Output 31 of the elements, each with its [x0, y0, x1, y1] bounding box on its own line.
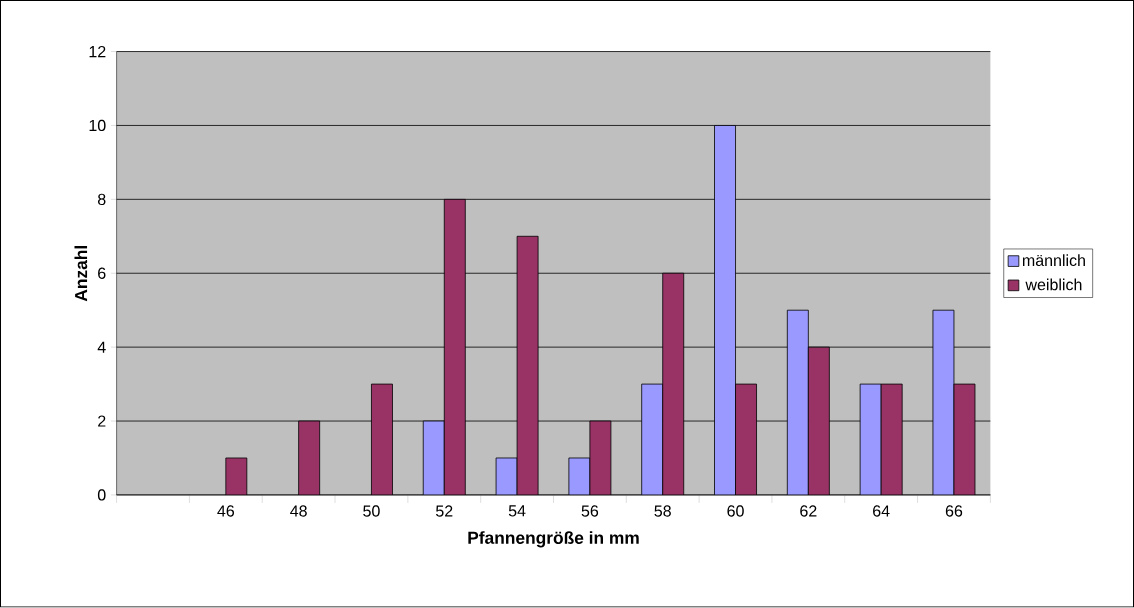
- bar: [807, 346, 830, 496]
- y-tick-label: 10: [89, 120, 106, 132]
- y-tick-label: 12: [89, 46, 106, 58]
- y-axis-title: Anzahl: [74, 246, 88, 302]
- x-tick-label: 48: [290, 505, 307, 517]
- y-tick-label: 0: [97, 489, 106, 501]
- y-tick-label: 2: [98, 415, 106, 427]
- bar: [880, 383, 903, 496]
- x-tick-label: 62: [800, 505, 817, 517]
- x-tick-label: 54: [508, 505, 526, 517]
- y-tick-label: 8: [97, 193, 106, 206]
- bar: [516, 236, 539, 496]
- x-tick-label: 64: [873, 505, 890, 517]
- legend-label: weiblich: [1025, 278, 1082, 291]
- x-tick-label: 66: [945, 505, 963, 517]
- x-tick-label: 50: [363, 505, 380, 517]
- x-tick-label: 60: [727, 505, 744, 517]
- legend-label: männlich: [1022, 254, 1085, 267]
- y-tick-label: 4: [97, 341, 106, 353]
- x-tick-label: 46: [217, 505, 235, 517]
- y-tick-label: 6: [98, 267, 106, 280]
- x-axis-title: Pfannengröße in mm: [468, 531, 639, 548]
- x-tick-label: 58: [654, 505, 671, 517]
- bar: [662, 273, 685, 496]
- bar: [443, 199, 466, 496]
- x-tick-label: 52: [436, 505, 453, 517]
- x-tick-label: 56: [581, 505, 599, 517]
- bar: [298, 420, 321, 496]
- bar: [735, 383, 757, 496]
- bar: [225, 457, 248, 496]
- bar: [371, 383, 393, 496]
